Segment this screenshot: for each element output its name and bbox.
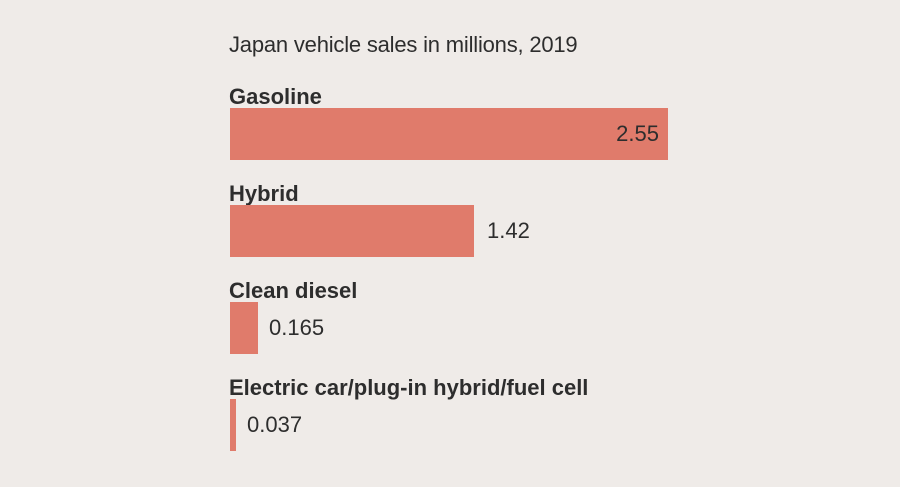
bar-electric-car-plug-in-hybrid-fuel-cell <box>230 399 236 451</box>
category-label-electric-car-plug-in-hybrid-fuel-cell: Electric car/plug-in hybrid/fuel cell <box>229 375 589 400</box>
value-label-hybrid: 1.42 <box>487 218 530 243</box>
chart-title: Japan vehicle sales in millions, 2019 <box>229 32 578 57</box>
value-label-gasoline: 2.55 <box>616 121 659 146</box>
value-label-electric-car-plug-in-hybrid-fuel-cell: 0.037 <box>247 412 303 437</box>
bar-clean-diesel <box>230 302 258 354</box>
bar-gasoline <box>230 108 668 160</box>
category-label-clean-diesel: Clean diesel <box>229 278 358 303</box>
category-label-hybrid: Hybrid <box>229 181 299 206</box>
bar-hybrid <box>230 205 474 257</box>
value-label-clean-diesel: 0.165 <box>269 315 325 340</box>
category-label-gasoline: Gasoline <box>229 84 322 109</box>
